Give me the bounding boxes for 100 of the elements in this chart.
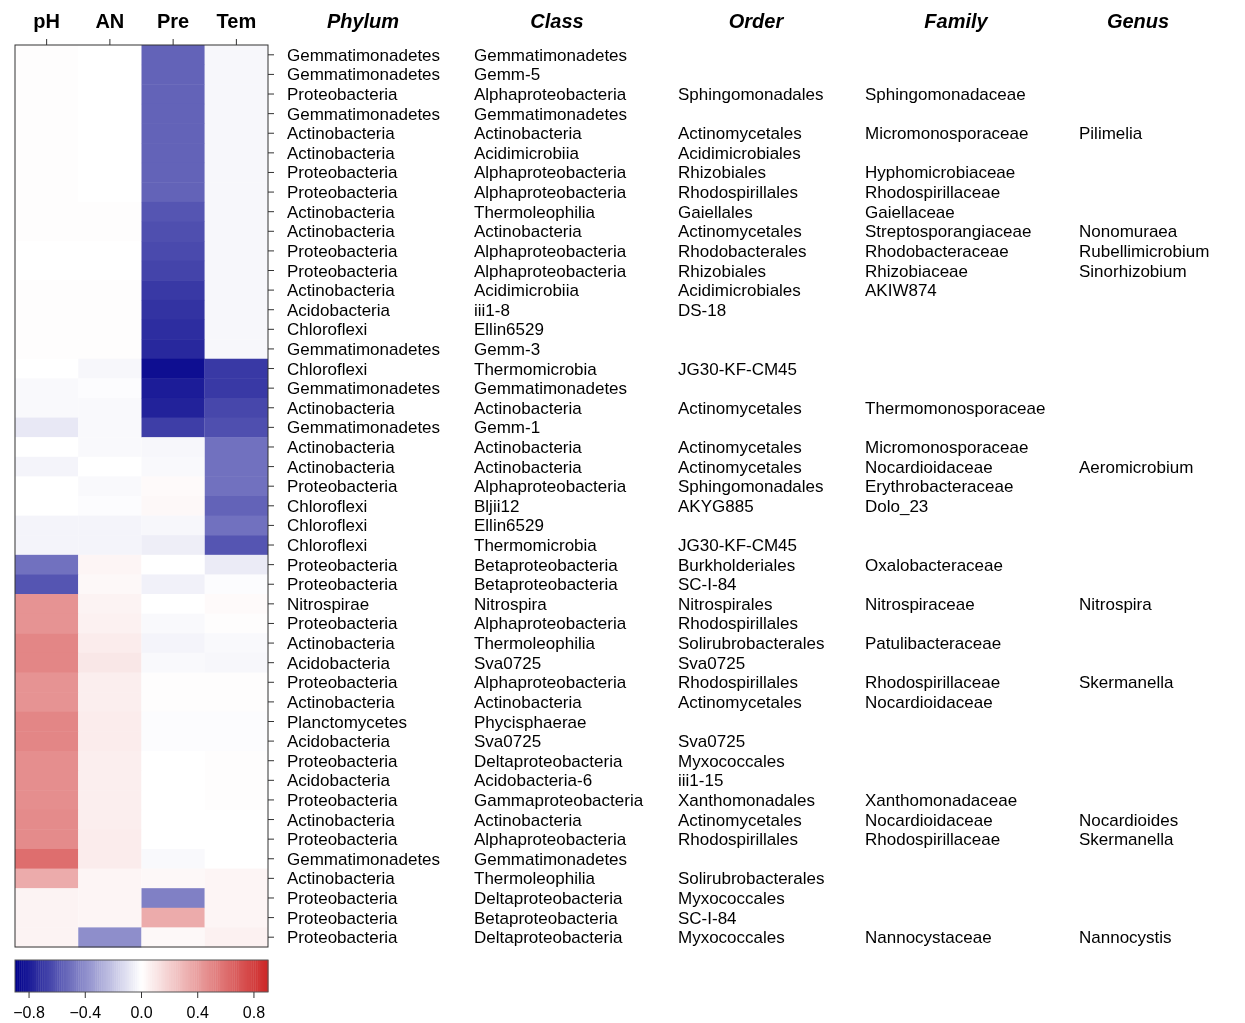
text: Gemm-1 [474,418,541,438]
text: Erythrobacteraceae [865,477,1014,497]
text: iii1-15 [678,771,724,791]
y-tick-label: Actinobacteria [287,398,396,418]
text: Rhodospirillaceae [865,830,1001,850]
text: Bljii12 [474,496,520,516]
y-tick-label: Chloroflexi [287,536,368,556]
text: Thermomonosporaceae [865,398,1046,418]
text: Alphaproteobacteria [474,673,627,693]
y-tick-label: Actinobacteria [287,634,396,654]
text: Actinomycetales [678,124,802,144]
text: Rhodospirillales [678,830,799,850]
text: Actinomycetales [678,692,802,712]
text: SC-I-84 [678,575,737,595]
y-tick-label: Proteobacteria [287,830,399,850]
y-tick-label: Proteobacteria [287,928,399,948]
text: Rhodospirillales [678,673,799,693]
text: Acidimicrobiales [678,281,801,301]
text: Nannocystaceae [865,928,992,948]
text: Actinomycetales [678,222,802,242]
y-tick-label: Acidobacteria [287,300,391,320]
text: Sva0725 [678,653,746,673]
text: Gemmatimonadetes [474,104,628,124]
y-tick-label: Nitrospirae [287,594,370,614]
text: Sphingomonadaceae [865,85,1026,105]
text: Thermoleophilia [474,869,595,889]
text: JG30-KF-CM45 [678,536,798,556]
y-tick-label: Proteobacteria [287,241,399,261]
text: Rhodospirillaceae [865,673,1001,693]
text: Thermomicrobia [474,359,597,379]
text: Actinobacteria [474,457,582,477]
text: Sva0725 [474,732,542,752]
text: Thermoleophilia [474,634,595,654]
y-tick-label: Gemmatimonadetes [287,379,441,399]
text: Patulibacteraceae [865,634,1002,654]
text: Dolo_23 [865,496,929,516]
text: Rubellimicrobium [1079,241,1210,261]
text: Rhodospirillales [678,183,799,203]
text: Betaproteobacteria [474,555,618,575]
text: Myxococcales [678,928,785,948]
text: Gemmatimonadetes [474,45,628,65]
color-bar-label: 0.8 [242,1004,266,1021]
y-tick-label: Chloroflexi [287,516,368,536]
y-tick-label: Proteobacteria [287,614,399,634]
text: Thermoleophilia [474,202,595,222]
category-label: Class [530,10,584,32]
y-tick-label: Gemmatimonadetes [287,339,441,359]
y-tick-label: Proteobacteria [287,888,399,908]
y-tick-label: Planctomycetes [287,712,407,732]
y-tick-label: Proteobacteria [287,790,399,810]
text: AKIW874 [865,281,937,301]
text: Actinobacteria [474,398,582,418]
text: Nitrospira [1079,594,1152,614]
text: Actinobacteria [474,437,582,457]
text: Alphaproteobacteria [474,163,627,183]
text: Alphaproteobacteria [474,830,627,850]
y-tick-label: Actinobacteria [287,437,396,457]
text: Phycisphaerae [474,712,587,732]
text: Xanthomonadales [678,790,816,810]
text: Rhodospirillales [678,614,799,634]
text: Alphaproteobacteria [474,241,627,261]
text: Thermomicrobia [474,536,597,556]
text: Solirubrobacterales [678,634,825,654]
text: Nocardioidaceae [865,457,993,477]
text: Sva0725 [678,732,746,752]
text: Actinomycetales [678,437,802,457]
y-tick-label: Proteobacteria [287,575,399,595]
y-tick-label: Chloroflexi [287,496,368,516]
text: Nitrospirales [678,594,773,614]
text: Deltaproteobacteria [474,751,623,771]
y-axis-title: Phylum [326,10,400,32]
category-label: Genus [1106,10,1170,32]
y-tick-label: Actinobacteria [287,810,396,830]
text: Rhodospirillaceae [865,183,1001,203]
text: Actinobacteria [474,222,582,242]
text: Actinobacteria [474,124,582,144]
x-tick-label: Pre [157,10,190,32]
text: Ellin6529 [474,320,544,340]
text: Sphingomonadales [678,477,824,497]
text: Betaproteobacteria [474,908,618,928]
y-tick-label: Acidobacteria [287,771,391,791]
text: Streptosporangiaceae [865,222,1032,242]
y-tick-label: Actinobacteria [287,457,396,477]
text: Nocardioides [1079,810,1179,830]
text: Alphaproteobacteria [474,261,627,281]
text: Actinobacteria [474,810,582,830]
y-tick-label: Chloroflexi [287,359,368,379]
text: Alphaproteobacteria [474,85,627,105]
text: Betaproteobacteria [474,575,618,595]
text: iii1-8 [474,300,510,320]
y-tick-label: Proteobacteria [287,183,399,203]
text: SC-I-84 [678,908,737,928]
y-tick-label: Actinobacteria [287,869,396,889]
text: Actinomycetales [678,398,802,418]
text: Gammaproteobacteria [474,790,644,810]
y-tick-label: Acidobacteria [287,653,391,673]
color-bar-label: 0.0 [130,1004,153,1021]
x-tick-label: AN [95,10,125,32]
y-tick-label: Actinobacteria [287,281,396,301]
y-tick-label: Proteobacteria [287,908,399,928]
